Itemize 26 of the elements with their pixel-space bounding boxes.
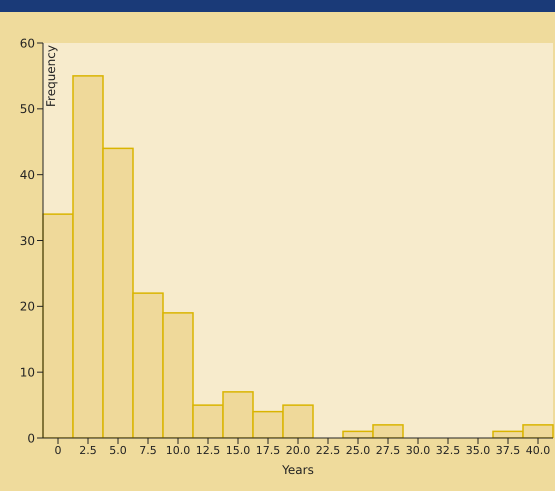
y-tick-label: 20 [20,300,35,314]
y-tick-label: 60 [20,36,35,50]
x-tick-label: 37.5 [496,444,520,457]
x-tick-label: 30.0 [406,444,430,457]
y-tick-label: 30 [20,234,35,248]
x-tick-label: 10.0 [166,444,190,457]
y-tick-label: 0 [27,431,35,446]
y-tick-label: 10 [20,365,35,380]
x-tick-label: 32.5 [436,444,460,457]
y-tick-label: 40 [20,168,35,182]
y-axis-title: Frequency [44,45,58,107]
x-tick-label: 40.0 [526,444,550,457]
x-tick-label: 22.5 [316,444,340,457]
x-tick-label: 2.5 [79,444,97,457]
y-tick-label: 50 [20,102,35,116]
x-tick-label: 27.5 [376,444,400,457]
x-tick-label: 25.0 [346,444,370,457]
x-tick-label: 17.5 [256,444,280,457]
x-tick-label: 15.0 [226,444,250,457]
x-tick-label: 0 [54,444,62,457]
x-tick-label: 35.0 [466,444,490,457]
x-axis-title: Years [281,463,314,477]
x-tick-label: 5.0 [109,444,127,457]
x-tick-label: 20.0 [286,444,310,457]
x-tick-label: 7.5 [139,444,157,457]
x-tick-label: 12.5 [196,444,220,457]
